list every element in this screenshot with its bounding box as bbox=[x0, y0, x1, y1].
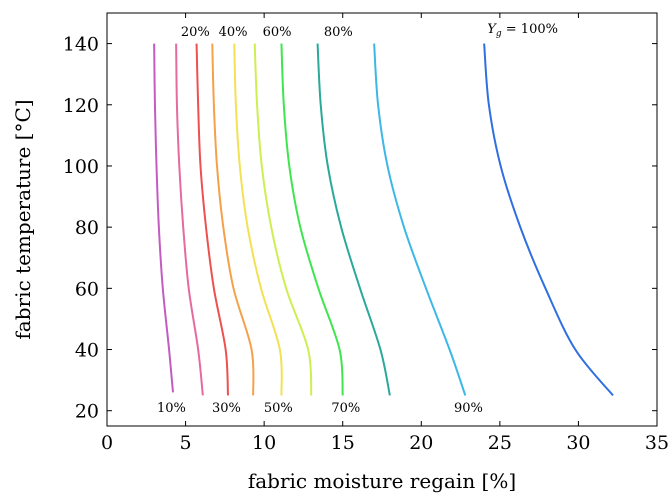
y-tick-label: 80 bbox=[75, 217, 99, 239]
curve-label-bottom: 70% bbox=[331, 401, 360, 416]
y-tick-label: 140 bbox=[63, 34, 99, 56]
y-tick-label: 60 bbox=[75, 278, 99, 300]
curve-label-top: 80% bbox=[324, 25, 353, 40]
y-tick-label: 40 bbox=[75, 340, 99, 362]
plot-frame bbox=[106, 12, 658, 427]
x-tick-label: 20 bbox=[409, 432, 433, 454]
curve-label-bottom: 90% bbox=[454, 401, 483, 416]
x-tick-label: 10 bbox=[252, 432, 276, 454]
curve-line bbox=[153, 43, 174, 393]
curve-line bbox=[175, 43, 204, 396]
ticks-layer: 0 5 10 15 20 25 30 35 20 40 60 80 100 120 140 bbox=[63, 13, 669, 454]
x-tick-label: 35 bbox=[645, 432, 669, 454]
y-axis-label: fabric temperature [°C] bbox=[11, 99, 35, 339]
curve-label-top: 20% bbox=[181, 25, 210, 40]
curve-label-bottom: 10% bbox=[157, 401, 186, 416]
curve-label-bottom: 50% bbox=[264, 401, 293, 416]
x-tick-label: 15 bbox=[331, 432, 355, 454]
x-axis-label: fabric moisture regain [%] bbox=[248, 469, 516, 493]
y-tick-label: 100 bbox=[63, 156, 99, 178]
x-tick-label: 30 bbox=[566, 432, 590, 454]
curve-line bbox=[316, 43, 391, 396]
curve-label-top: Yg = 100% bbox=[487, 22, 558, 39]
curves-layer bbox=[153, 43, 614, 397]
curve-label-top: 40% bbox=[219, 25, 248, 40]
curve-line bbox=[483, 43, 614, 397]
curve-line bbox=[253, 43, 313, 396]
x-tick-label: 0 bbox=[101, 432, 113, 454]
curve-line bbox=[373, 43, 467, 396]
curve-label-bottom: 30% bbox=[212, 401, 241, 416]
curve-line bbox=[280, 43, 344, 396]
y-tick-label: 120 bbox=[63, 95, 99, 117]
curve-line bbox=[211, 43, 255, 396]
x-tick-label: 25 bbox=[488, 432, 512, 454]
curve-label-top: 60% bbox=[263, 25, 292, 40]
curve-line bbox=[195, 43, 229, 396]
y-tick-label: 20 bbox=[75, 401, 99, 423]
curve-line bbox=[233, 43, 283, 396]
x-tick-label: 5 bbox=[180, 432, 192, 454]
labels-layer: 20% 40% 60% 80% Yg = 100% 10% 30% 50% 70% 90% bbox=[157, 22, 558, 416]
